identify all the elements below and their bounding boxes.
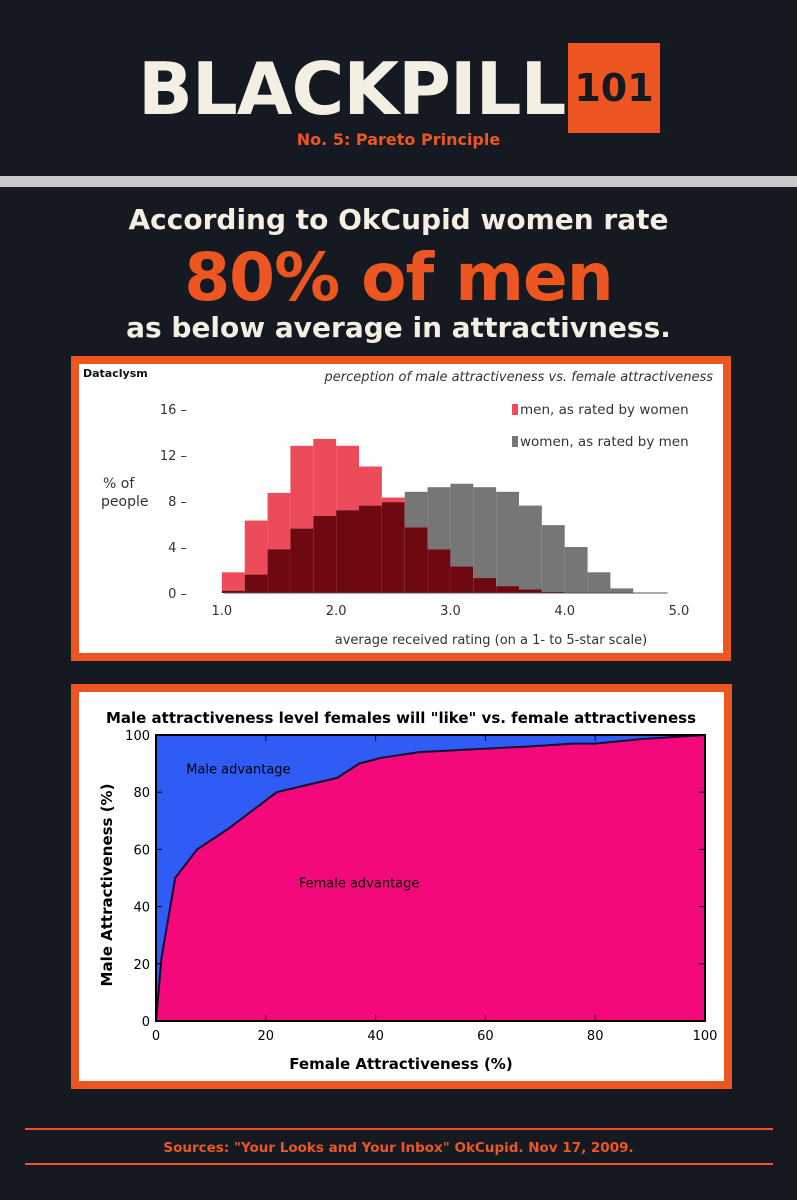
area-chart-title: Male attractiveness level females will "… [106,709,696,727]
footer-rule-bottom [25,1163,773,1165]
y-tick-label: 16 – [160,403,187,418]
plot-frame [155,734,706,1022]
y-tick-label: 80 [133,786,150,801]
women-bar-12 [496,491,519,587]
women-bar-11 [473,487,497,579]
overlap-bar-7 [381,502,405,593]
x-tick-label: 3.0 [440,604,461,619]
legend-label-women: women, as rated by men [520,434,689,450]
histogram-title: perception of male attractiveness vs. fe… [324,370,714,385]
footer-rule-top [25,1128,773,1130]
threshold-line [155,734,706,1022]
overlap-bar-5 [336,510,359,593]
men-bar-5 [336,445,359,511]
logo-title: BLACKPILL [138,47,566,131]
men-bar-4 [313,438,337,516]
y-tick-label: 8 – [168,495,187,510]
women-bar-13 [519,505,542,590]
overlap-bar-13 [519,589,542,593]
men-bar-3 [290,445,314,529]
legend-swatch-women [512,436,518,447]
overlap-bar-14 [541,591,565,593]
x-tick-label: 20 [258,1029,275,1044]
headline-line-2: 80% of men [184,239,614,316]
histogram-bars [221,438,634,593]
women-bar-15 [564,547,588,593]
x-tick-label: 0 [152,1029,160,1044]
y-tick-label: 100 [125,729,150,744]
logo-badge: 101 [568,43,660,133]
x-tick-label: 5.0 [669,604,690,619]
area-chart-axes: 0 20 40 60 80 100 0 20 40 60 80 100 [125,729,717,1044]
men-bar-6 [359,466,382,506]
men-bar-7 [381,497,405,503]
area-chart: Male attractiveness level females will "… [98,709,717,1073]
y-tick-label: 40 [133,901,150,916]
header-divider [0,176,797,187]
men-bar-0 [221,572,245,591]
area-chart-panel: Male attractiveness level females will "… [71,684,732,1089]
y-axis-label-line-1: % of [103,476,135,492]
women-bar-8 [404,491,428,528]
headline-line-3: as below average in attractivness. [126,311,671,344]
issue-subtitle: No. 5: Pareto Principle [296,130,501,149]
overlap-bar-0 [221,590,245,593]
female-advantage-region [156,735,705,1021]
women-bar-17 [610,588,634,593]
overlap-bar-8 [404,527,428,593]
x-tick-label: 40 [367,1029,384,1044]
x-tick-label: 80 [587,1029,604,1044]
male-advantage-label: Male advantage [186,762,290,777]
women-bar-16 [587,572,611,593]
header: BLACKPILL 101 No. 5: Pareto Principle [0,0,797,176]
y-tick-label: 4 – [168,541,187,556]
female-advantage-label: Female advantage [299,877,420,892]
overlap-bar-10 [450,566,474,593]
men-bar-2 [267,492,291,550]
y-axis-label-line-2: people [101,494,148,510]
y-axis-label: Male Attractiveness (%) [98,784,116,987]
overlap-bar-6 [359,505,382,593]
x-tick-label: 60 [477,1029,494,1044]
headline-line-1: According to OkCupid women rate [128,203,669,236]
brand-label: Dataclysm [83,367,148,380]
histogram-chart: Dataclysm perception of male attractiven… [83,367,714,648]
x-tick-label: 4.0 [554,604,575,619]
overlap-bar-2 [267,549,291,593]
x-tick-label: 2.0 [326,604,347,619]
overlap-bar-11 [473,578,497,593]
women-bar-10 [450,483,474,567]
y-tick-label: 20 [133,958,150,973]
legend-swatch-men [512,404,518,415]
overlap-bar-1 [244,574,268,593]
y-tick-label: 60 [133,843,150,858]
overlap-bar-3 [290,528,314,593]
y-tick-label: 0 [142,1015,150,1030]
women-bar-14 [541,525,565,592]
x-tick-label: 100 [693,1029,718,1044]
legend-label-men: men, as rated by women [520,402,689,418]
overlap-bar-12 [496,586,519,593]
y-tick-label: 12 – [160,449,187,464]
histogram-axes: 0 – 4 – 8 – 12 – 16 – 1.0 2.0 3.0 4.0 5.0 [160,403,690,619]
histogram-panel: Dataclysm perception of male attractiven… [71,356,731,661]
x-axis-label: Female Attractiveness (%) [289,1055,512,1073]
x-tick-label: 1.0 [212,604,233,619]
overlap-bar-4 [313,515,337,593]
sources-citation: Sources: "Your Looks and Your Inbox" OkC… [163,1140,634,1156]
x-axis-label: average received rating (on a 1- to 5-st… [335,633,648,648]
overlap-bar-9 [427,549,451,593]
men-bar-1 [244,520,268,575]
women-bar-9 [427,487,451,550]
y-tick-label: 0 – [168,587,187,602]
